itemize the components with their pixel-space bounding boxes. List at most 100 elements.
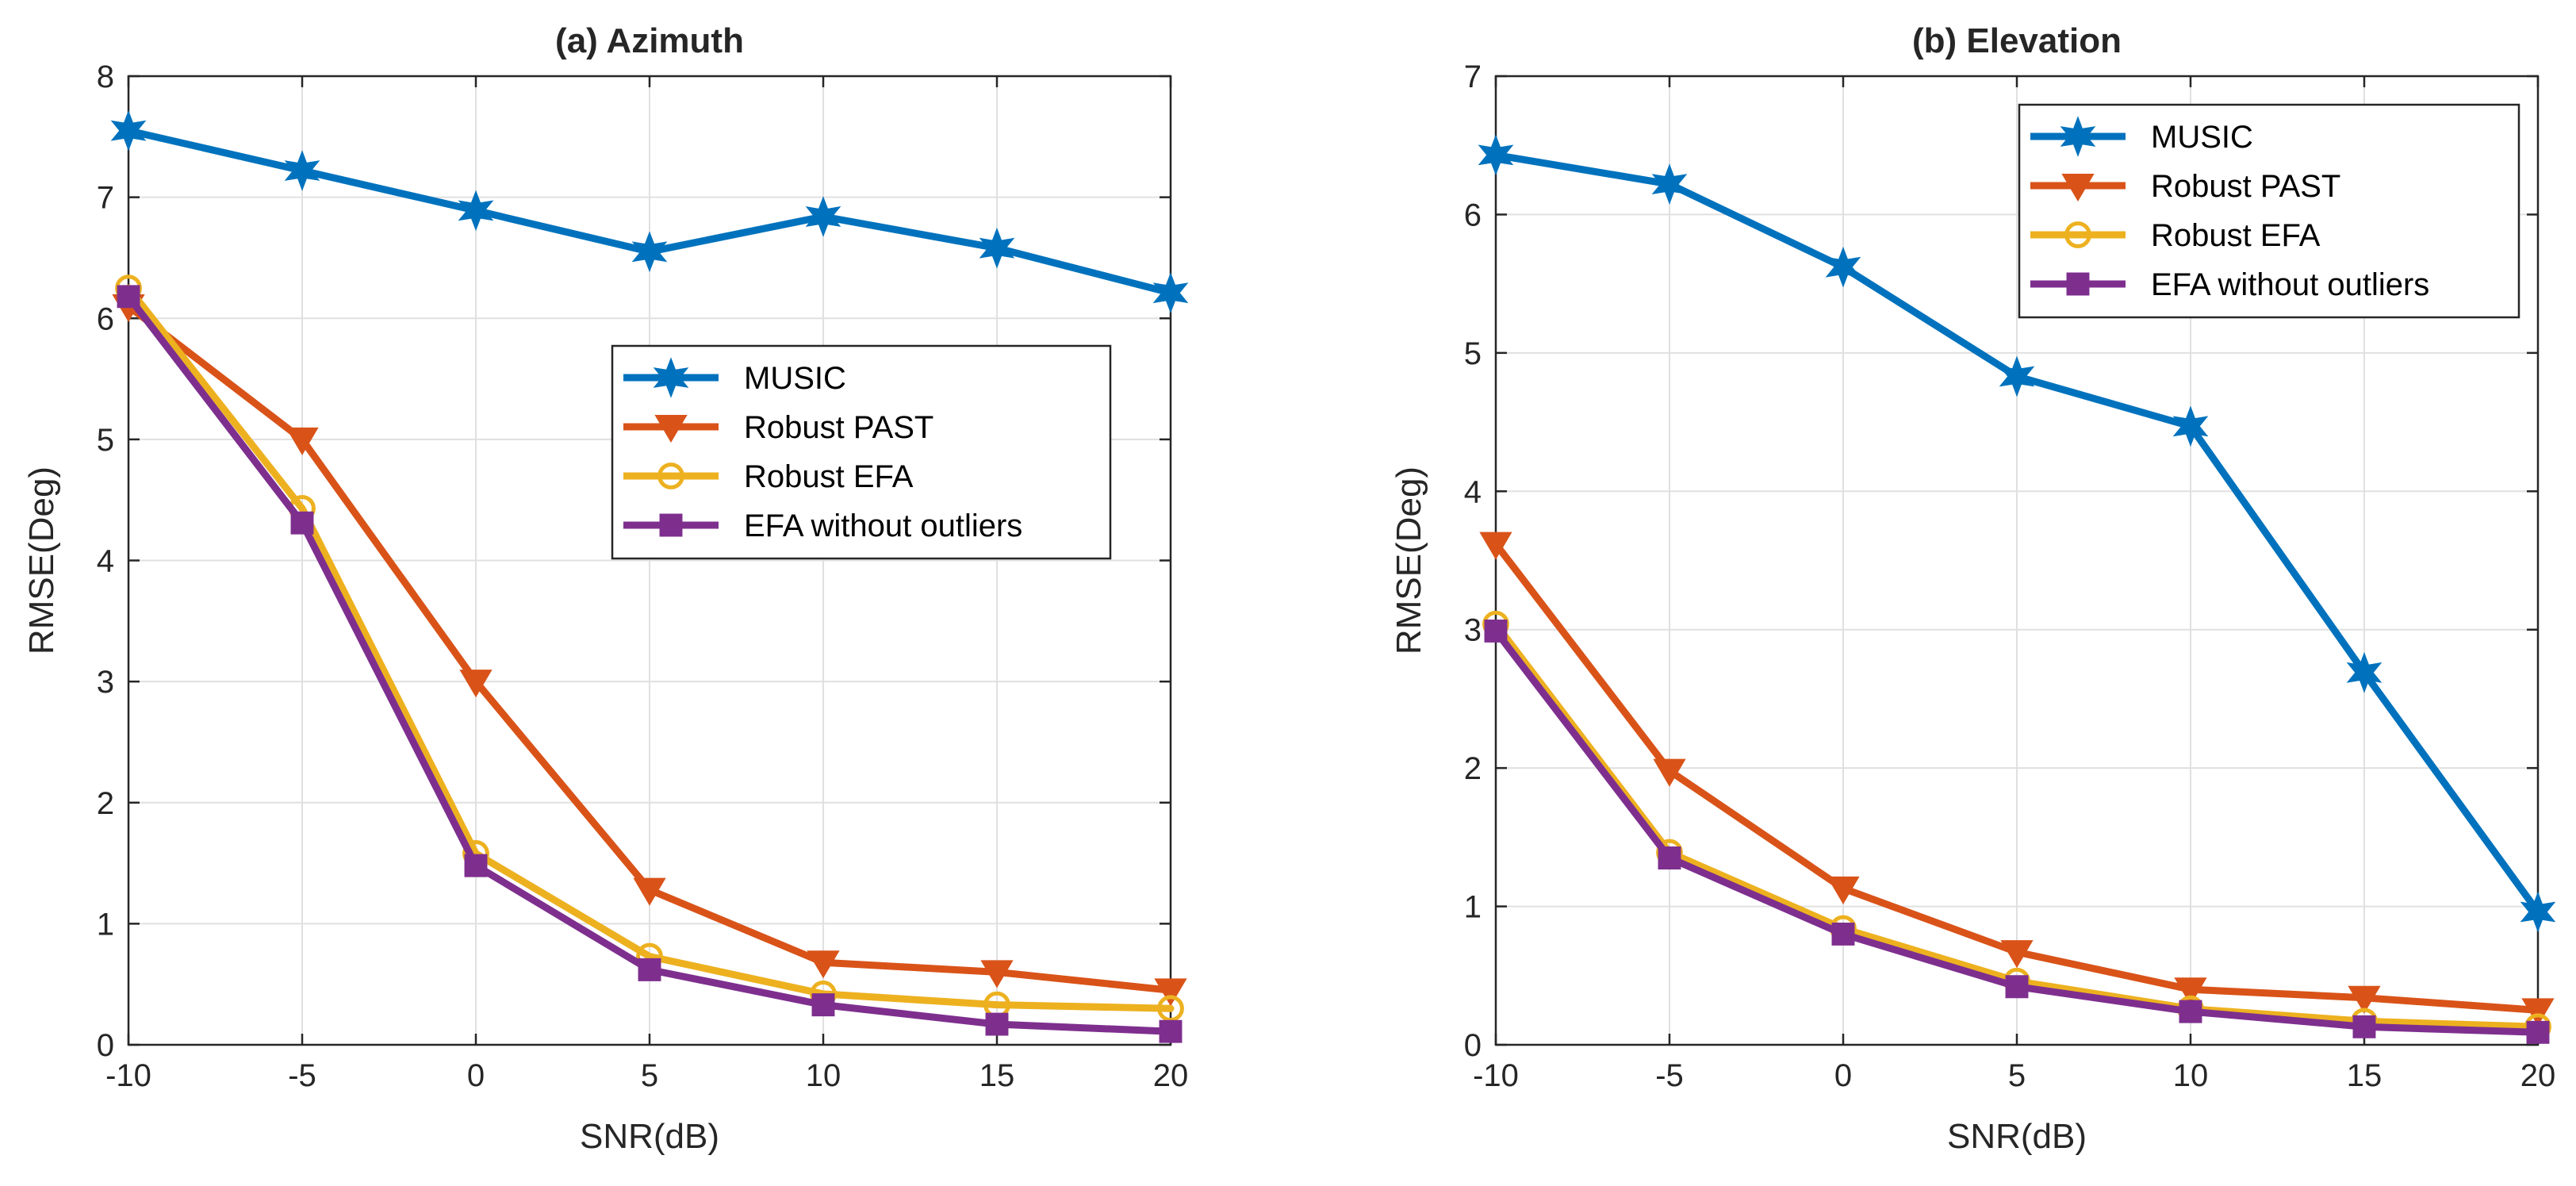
data-point bbox=[807, 950, 840, 979]
data-point bbox=[1152, 272, 1189, 313]
data-point bbox=[1827, 876, 1860, 904]
y-tick-label: 2 bbox=[1464, 751, 1482, 786]
data-point bbox=[2520, 891, 2556, 933]
legend-entry-label: Robust EFA bbox=[2151, 218, 2321, 253]
data-point bbox=[1653, 758, 1686, 787]
y-tick-label: 6 bbox=[1464, 198, 1482, 232]
legend-swatch-marker bbox=[2060, 116, 2096, 157]
legend-entry-label: MUSIC bbox=[2151, 120, 2253, 155]
x-tick-label: -5 bbox=[288, 1058, 316, 1093]
data-point bbox=[2526, 1020, 2550, 1044]
y-tick-label: 4 bbox=[1464, 474, 1482, 509]
x-tick-label: 20 bbox=[2520, 1058, 2556, 1093]
y-tick-label: 7 bbox=[97, 181, 114, 216]
legend-entry-label: Robust PAST bbox=[2151, 169, 2340, 204]
series-robust-past bbox=[1479, 532, 2555, 1027]
data-point bbox=[980, 960, 1014, 988]
x-tick-label: -10 bbox=[1473, 1058, 1519, 1093]
series-robust-past bbox=[112, 294, 1187, 1007]
x-tick-label: -5 bbox=[1655, 1058, 1684, 1093]
y-tick-label: 5 bbox=[1464, 336, 1482, 371]
legend: MUSIC Robust PAST Robust EFA EFA without ou… bbox=[611, 344, 1112, 560]
legend-swatch-marker bbox=[653, 357, 689, 398]
legend-swatch-marker bbox=[2066, 272, 2090, 296]
data-point bbox=[1658, 846, 1681, 869]
x-tick-label: 0 bbox=[1834, 1058, 1852, 1093]
legend-swatch-marker bbox=[654, 415, 688, 443]
data-point bbox=[1825, 246, 1861, 288]
data-point bbox=[638, 958, 661, 981]
y-tick-label: 4 bbox=[97, 544, 114, 579]
data-point bbox=[2005, 975, 2029, 999]
legend-swatch-marker bbox=[659, 513, 683, 537]
data-point bbox=[2521, 998, 2555, 1027]
data-point bbox=[1651, 163, 1688, 205]
data-point bbox=[290, 511, 314, 535]
y-tick-label: 3 bbox=[97, 665, 114, 700]
data-point bbox=[1484, 619, 1508, 643]
data-point bbox=[2348, 985, 2381, 1014]
x-tick-label: 20 bbox=[1153, 1058, 1189, 1093]
legend-entry-label: Robust EFA bbox=[744, 459, 914, 494]
data-point bbox=[117, 285, 140, 309]
data-point bbox=[631, 231, 668, 273]
data-point bbox=[2346, 651, 2382, 693]
y-tick-label: 6 bbox=[97, 301, 114, 336]
data-point bbox=[2179, 1000, 2202, 1023]
chart-title: (b) Elevation bbox=[1912, 21, 2122, 60]
series-line bbox=[125, 284, 1175, 1012]
data-point bbox=[979, 227, 1015, 269]
legend: MUSIC Robust PAST Robust EFA EFA without ou… bbox=[2018, 103, 2520, 319]
data-point bbox=[1154, 978, 1187, 1007]
x-axis-label: SNR(dB) bbox=[1947, 1117, 2087, 1156]
legend-swatch-marker bbox=[2061, 174, 2095, 202]
x-axis-label: SNR(dB) bbox=[580, 1117, 719, 1156]
data-point bbox=[2172, 405, 2209, 447]
data-point bbox=[458, 190, 494, 232]
chart-panel-2: -10 -5 0 5 10 15 20 0 1 2 3 4 5 6 7 (b) Elevation SNR(dB… bbox=[1390, 21, 2556, 1156]
y-tick-label: 0 bbox=[1464, 1028, 1482, 1063]
y-tick-label: 1 bbox=[1464, 890, 1482, 925]
legend-entry-label: Robust PAST bbox=[744, 410, 933, 445]
data-point bbox=[1157, 995, 1184, 1023]
chart-title: (a) Azimuth bbox=[555, 21, 744, 60]
x-tick-label: 0 bbox=[467, 1058, 485, 1093]
x-tick-label: 15 bbox=[979, 1058, 1015, 1093]
y-tick-label: 3 bbox=[1464, 613, 1482, 648]
series-music bbox=[1478, 134, 2556, 933]
data-point bbox=[985, 1012, 1009, 1036]
y-tick-label: 0 bbox=[97, 1028, 114, 1063]
x-tick-label: 15 bbox=[2347, 1058, 2382, 1093]
x-tick-label: 10 bbox=[2173, 1058, 2209, 1093]
x-tick-label: 5 bbox=[641, 1058, 658, 1093]
series-efa-without-outliers bbox=[1484, 619, 2550, 1044]
y-tick-label: 8 bbox=[97, 59, 114, 94]
y-tick-label: 1 bbox=[97, 907, 114, 942]
data-point bbox=[1479, 532, 1512, 560]
data-point bbox=[286, 427, 319, 455]
data-point bbox=[1478, 134, 1514, 176]
data-point bbox=[2000, 940, 2034, 969]
series-music bbox=[110, 109, 1189, 313]
legend-entry-label: EFA without outliers bbox=[2151, 267, 2429, 302]
data-point bbox=[284, 150, 320, 191]
x-tick-label: 10 bbox=[806, 1058, 841, 1093]
chart-panel-1: -10 -5 0 5 10 15 20 0 1 2 3 4 5 6 7 8 (a) Azimuth SNR(dB)… bbox=[22, 21, 1189, 1156]
data-point bbox=[464, 854, 488, 877]
y-tick-label: 7 bbox=[1464, 59, 1482, 94]
data-point bbox=[633, 877, 666, 906]
y-tick-label: 2 bbox=[97, 786, 114, 821]
data-point bbox=[1159, 1019, 1183, 1043]
data-point bbox=[805, 196, 841, 237]
data-point bbox=[110, 109, 147, 152]
x-tick-label: -10 bbox=[105, 1058, 151, 1093]
data-point bbox=[811, 993, 835, 1017]
y-tick-label: 5 bbox=[97, 423, 114, 458]
legend-entry-label: EFA without outliers bbox=[744, 509, 1022, 543]
data-point bbox=[1999, 355, 2035, 397]
legend-swatch-marker bbox=[657, 463, 684, 489]
series-efa-without-outliers bbox=[117, 285, 1183, 1043]
data-point bbox=[2352, 1015, 2376, 1038]
data-point bbox=[2174, 977, 2207, 1006]
